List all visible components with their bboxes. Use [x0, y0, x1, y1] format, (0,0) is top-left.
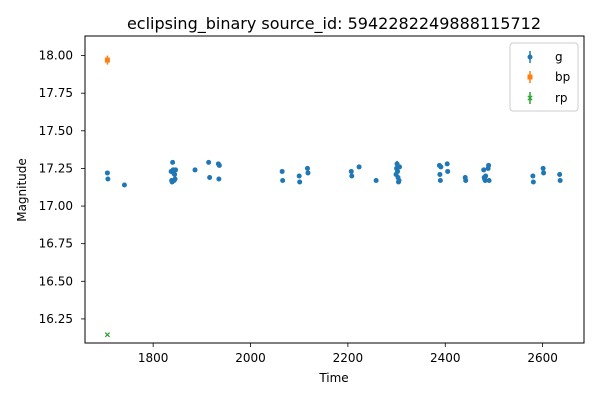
data-point — [481, 167, 487, 173]
data-point — [486, 162, 492, 168]
x-axis-label: Time — [318, 371, 348, 385]
data-point — [557, 177, 563, 183]
legend-label-g: g — [555, 50, 563, 64]
data-point — [172, 171, 178, 177]
x-tick-label: 2400 — [430, 351, 461, 365]
legend: g bp rp — [509, 42, 579, 112]
data-point — [172, 176, 178, 182]
y-axis: 16.25 16.50 16.75 17.00 17.25 17.50 17.7… — [15, 49, 85, 326]
legend-label-bp: bp — [555, 70, 570, 84]
legend-box — [509, 42, 579, 112]
data-point — [349, 173, 355, 179]
data-point — [445, 168, 451, 174]
y-tick-label: 18.00 — [39, 49, 73, 63]
y-tick-label: 17.75 — [39, 86, 73, 100]
data-point — [396, 177, 402, 183]
data-point — [105, 176, 111, 182]
data-point — [170, 159, 176, 165]
data-point — [206, 159, 212, 165]
data-point — [482, 177, 488, 183]
data-point — [216, 162, 222, 168]
data-point — [104, 332, 111, 338]
data-point — [395, 168, 401, 174]
legend-symbol — [527, 54, 533, 60]
series-rp — [104, 332, 111, 338]
data-point — [530, 173, 536, 179]
data-point — [173, 167, 179, 173]
data-point — [463, 177, 469, 183]
data-point — [530, 179, 536, 185]
x-tick-label: 2000 — [235, 351, 266, 365]
data-point — [104, 57, 110, 63]
y-tick-label: 16.75 — [39, 237, 73, 251]
data-point — [207, 174, 213, 180]
data-layer — [104, 55, 563, 338]
data-point — [304, 165, 310, 171]
chart-title: eclipsing_binary source_id: 594228224988… — [127, 14, 541, 34]
legend-label-rp: rp — [555, 91, 568, 105]
data-point — [373, 177, 379, 183]
data-point — [541, 170, 547, 176]
legend-marker-bp — [527, 71, 533, 83]
data-point — [121, 182, 127, 188]
data-point — [540, 165, 546, 171]
legend-marker-g — [527, 51, 533, 63]
data-point — [216, 176, 222, 182]
data-point — [104, 170, 110, 176]
y-tick-label: 16.25 — [39, 312, 73, 326]
series-g — [104, 159, 563, 188]
data-point — [348, 168, 354, 174]
y-tick-label: 17.25 — [39, 161, 73, 175]
data-point — [444, 161, 450, 167]
plot-frame — [84, 35, 585, 344]
y-tick-label: 17.00 — [39, 199, 73, 213]
data-point — [557, 171, 563, 177]
legend-markers — [527, 51, 533, 104]
data-point — [296, 173, 302, 179]
y-tick-label: 17.50 — [39, 124, 73, 138]
data-point — [396, 164, 402, 170]
y-tick-marks — [81, 55, 85, 320]
data-point — [437, 177, 443, 183]
data-point — [437, 171, 443, 177]
x-tick-marks — [152, 343, 544, 347]
series-bp — [104, 55, 110, 65]
legend-symbol — [527, 95, 533, 101]
x-tick-label: 2200 — [333, 351, 364, 365]
data-point — [305, 170, 311, 176]
data-point — [280, 177, 286, 183]
legend-marker-rp — [527, 92, 533, 104]
legend-symbol — [527, 74, 533, 80]
x-tick-label: 1800 — [138, 351, 169, 365]
x-tick-label: 2600 — [527, 351, 558, 365]
y-tick-label: 16.50 — [39, 274, 73, 288]
data-point — [279, 168, 285, 174]
data-point — [483, 173, 489, 179]
data-point — [297, 179, 303, 185]
x-axis: 1800 2000 2200 2400 2600 Time — [138, 343, 558, 385]
data-point — [486, 177, 492, 183]
data-point — [438, 164, 444, 170]
y-axis-label: Magnitude — [15, 158, 29, 222]
data-point — [192, 167, 198, 173]
data-point — [356, 164, 362, 170]
